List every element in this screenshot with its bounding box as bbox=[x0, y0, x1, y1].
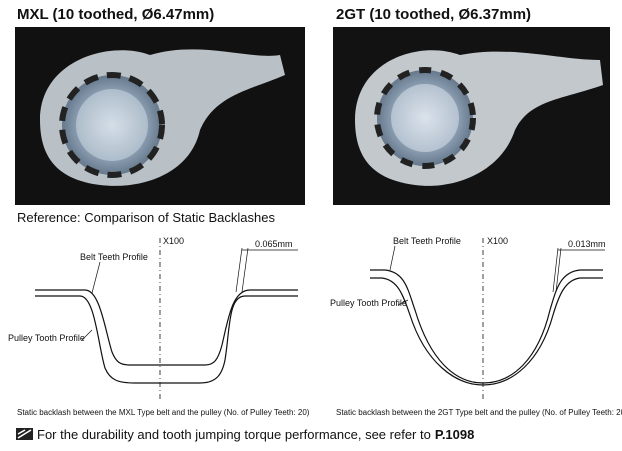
right-diagram bbox=[370, 238, 605, 402]
footer: For the durability and tooth jumping tor… bbox=[37, 427, 474, 442]
footer-link[interactable]: P.1098 bbox=[435, 427, 475, 442]
footer-text: For the durability and tooth jumping tor… bbox=[37, 427, 431, 442]
right-title: 2GT (10 toothed, Ø6.37mm) bbox=[336, 6, 531, 23]
left-belt-label: Belt Teeth Profile bbox=[80, 252, 148, 262]
right-photo bbox=[333, 27, 610, 205]
right-scale: X100 bbox=[487, 236, 508, 246]
left-title: MXL (10 toothed, Ø6.47mm) bbox=[17, 6, 214, 23]
reference-heading: Reference: Comparison of Static Backlash… bbox=[17, 210, 275, 225]
right-caption: Static backlash between the 2GT Type bel… bbox=[336, 408, 622, 417]
left-diagram bbox=[35, 238, 298, 402]
left-caption: Static backlash between the MXL Type bel… bbox=[17, 408, 310, 417]
footer-icon bbox=[16, 428, 33, 440]
left-scale: X100 bbox=[163, 236, 184, 246]
right-pulley-label: Pulley Tooth Profile bbox=[330, 298, 407, 308]
right-gap: 0.013mm bbox=[568, 239, 606, 249]
left-pulley-label: Pulley Tooth Profile bbox=[8, 333, 85, 343]
left-gap: 0.065mm bbox=[255, 239, 293, 249]
left-photo bbox=[15, 27, 305, 205]
right-belt-label: Belt Teeth Profile bbox=[393, 236, 461, 246]
